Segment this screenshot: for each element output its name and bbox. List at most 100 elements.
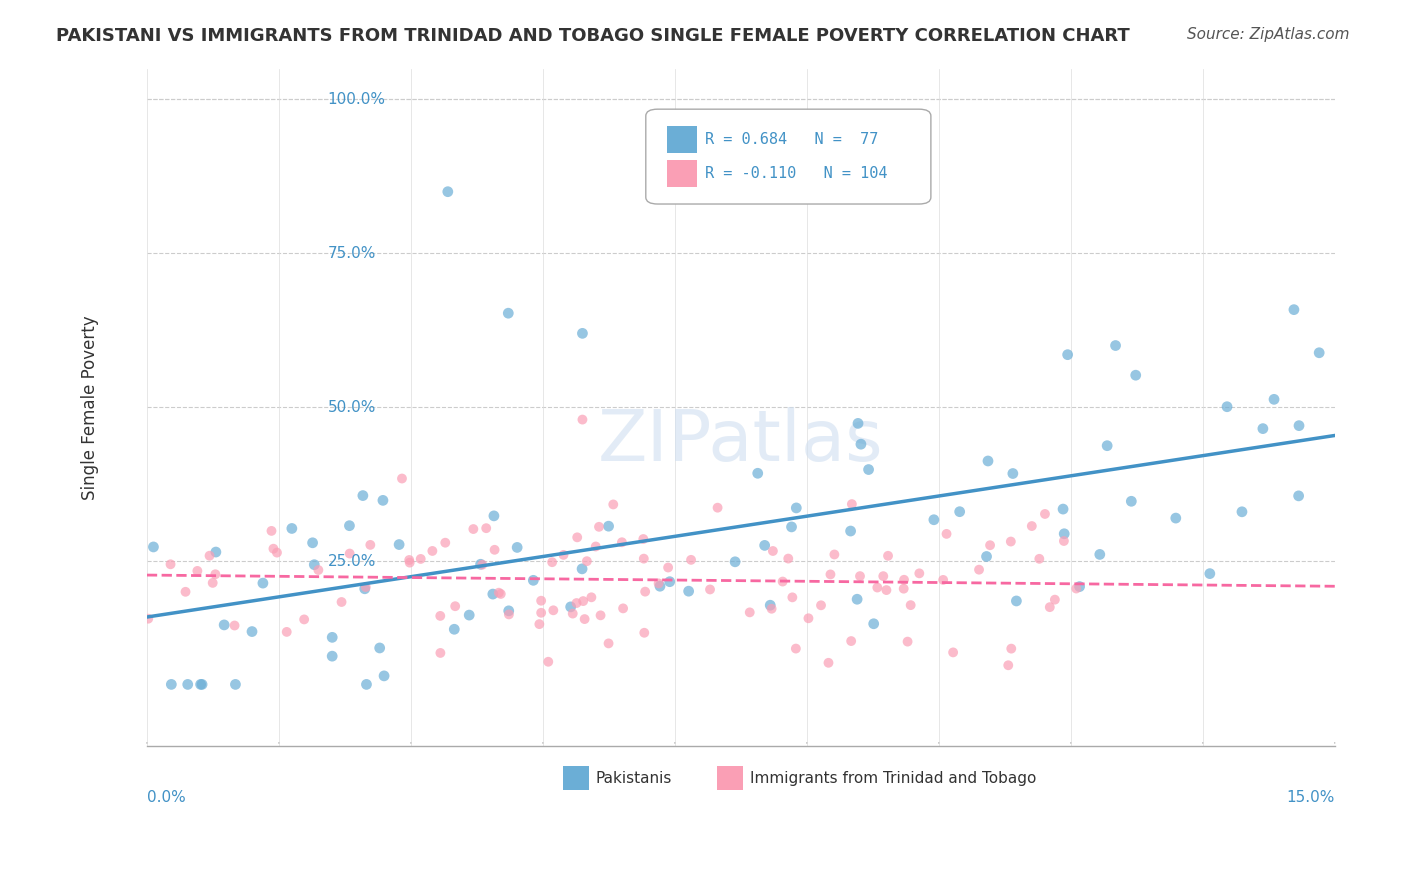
Point [463, 522, 485, 536]
Point [849, 437, 872, 451]
Point [820, 567, 842, 582]
Point [1000, 534, 1022, 549]
Point [1005, 594, 1028, 608]
Point [1001, 467, 1024, 481]
Point [429, 646, 451, 660]
Point [260, 524, 283, 538]
Point [136, 612, 159, 626]
Point [1053, 533, 1076, 548]
Point [1288, 489, 1310, 503]
Point [862, 616, 884, 631]
Point [177, 677, 200, 691]
Text: 25.0%: 25.0% [328, 554, 375, 569]
Point [678, 584, 700, 599]
Point [633, 532, 655, 546]
Point [266, 546, 288, 560]
Point [585, 540, 607, 554]
Point [1198, 566, 1220, 581]
Point [373, 669, 395, 683]
Point [429, 608, 451, 623]
Point [529, 617, 551, 632]
Point [1288, 418, 1310, 433]
Point [530, 606, 553, 620]
Point [530, 593, 553, 607]
Point [610, 535, 633, 549]
Point [571, 412, 593, 426]
Point [484, 542, 506, 557]
Point [1028, 551, 1050, 566]
Point [252, 576, 274, 591]
Point [444, 599, 467, 614]
Point [761, 601, 783, 615]
Point [359, 538, 381, 552]
Point [1230, 505, 1253, 519]
Point [281, 521, 304, 535]
Point [839, 524, 862, 538]
Point [398, 553, 420, 567]
Point [942, 645, 965, 659]
Point [797, 611, 820, 625]
Point [647, 576, 669, 591]
FancyBboxPatch shape [668, 160, 697, 187]
Point [224, 677, 246, 691]
Point [391, 471, 413, 485]
Point [846, 417, 869, 431]
Text: Source: ZipAtlas.com: Source: ZipAtlas.com [1187, 27, 1350, 42]
Point [321, 649, 343, 664]
Point [1056, 348, 1078, 362]
Point [191, 677, 214, 691]
Point [409, 552, 432, 566]
Point [657, 560, 679, 574]
Point [648, 579, 671, 593]
Point [488, 585, 510, 599]
Point [339, 547, 361, 561]
Point [762, 544, 785, 558]
Point [224, 618, 246, 632]
Point [897, 634, 920, 648]
Point [565, 596, 588, 610]
Point [866, 581, 889, 595]
Point [575, 554, 598, 568]
Point [893, 582, 915, 596]
Point [633, 625, 655, 640]
Point [1064, 582, 1087, 596]
Point [571, 562, 593, 576]
Point [489, 587, 512, 601]
Point [190, 677, 212, 691]
Point [900, 598, 922, 612]
Point [572, 594, 595, 608]
Point [785, 641, 807, 656]
Point [724, 555, 747, 569]
Text: R = 0.684   N =  77: R = 0.684 N = 77 [706, 132, 879, 147]
Point [1125, 368, 1147, 383]
Point [976, 549, 998, 564]
Point [506, 541, 529, 555]
Text: ZIPatlas: ZIPatlas [598, 407, 883, 475]
Point [1095, 439, 1118, 453]
Point [1043, 592, 1066, 607]
Point [633, 551, 655, 566]
Point [754, 538, 776, 552]
Point [560, 599, 582, 614]
Point [1069, 580, 1091, 594]
Point [839, 634, 862, 648]
Point [353, 582, 375, 596]
Point [482, 587, 505, 601]
Point [354, 580, 377, 594]
Point [602, 498, 624, 512]
Point [475, 521, 498, 535]
Point [240, 624, 263, 639]
Point [785, 500, 807, 515]
Point [875, 583, 897, 598]
Point [443, 622, 465, 636]
Point [699, 582, 721, 597]
Point [330, 595, 353, 609]
Point [1121, 494, 1143, 508]
Point [262, 541, 284, 556]
Point [537, 655, 560, 669]
Point [1039, 600, 1062, 615]
Point [1251, 422, 1274, 436]
Point [681, 553, 703, 567]
Point [1308, 345, 1330, 359]
Point [567, 530, 589, 544]
